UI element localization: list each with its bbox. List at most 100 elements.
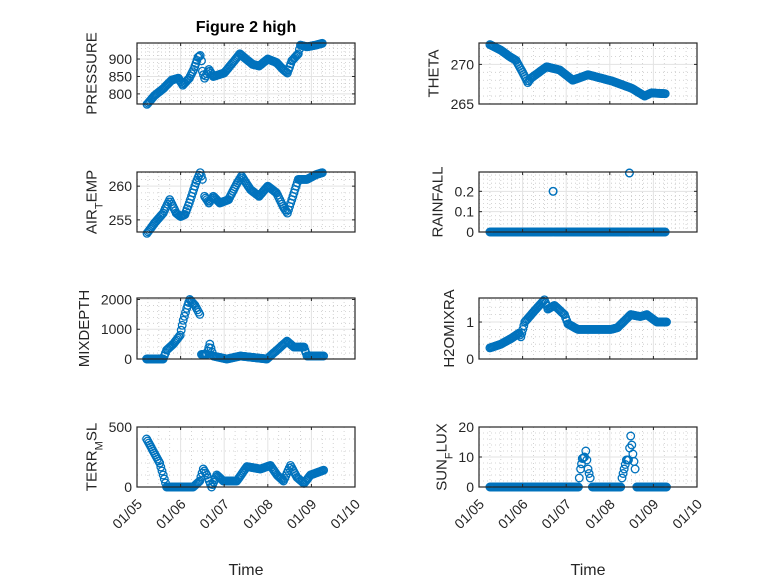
y-axis-label: SUNFLUX [433, 423, 455, 491]
y-axis-label: MIXDEPTH [76, 290, 93, 368]
x-tick-label: 01/08 [240, 496, 276, 532]
y-label-part: H2OMIXRA [441, 289, 458, 367]
y-tick-label: 270 [451, 56, 475, 72]
y-tick-label: 500 [109, 419, 133, 435]
data-point [660, 89, 670, 99]
data-point [201, 468, 211, 478]
data-points-mixdepth [142, 295, 329, 364]
y-axis-label: H2OMIXRA [441, 289, 458, 367]
y-tick-label: 255 [109, 212, 133, 228]
data-point [197, 174, 207, 184]
y-tick-label: 800 [109, 86, 133, 102]
data-point [175, 330, 185, 340]
y-tick-label: 1000 [101, 321, 132, 337]
x-tick-label: 01/06 [495, 496, 531, 532]
data-point [624, 168, 634, 178]
data-point [624, 455, 633, 465]
x-axis-label-right: Time [571, 562, 606, 579]
x-tick-label: 01/10 [669, 496, 705, 532]
axes-box [478, 297, 698, 360]
x-tick-label: 01/07 [196, 496, 232, 532]
data-point [157, 466, 167, 476]
y-label-part: EMP [84, 170, 101, 203]
y-axis-label: TERRMSL [84, 423, 106, 491]
data-point [177, 320, 187, 330]
data-point [194, 477, 204, 487]
y-axis-label: RAINFALL [430, 167, 447, 238]
data-points-air_temp [142, 168, 327, 238]
y-tick-label: 265 [451, 96, 475, 112]
data-point [574, 473, 584, 483]
y-label-subscript: M [94, 441, 106, 450]
y-label-part: PRESSURE [84, 32, 101, 115]
axes-box [136, 171, 356, 233]
data-point [155, 458, 165, 468]
data-point [626, 431, 636, 441]
y-label-part: SL [84, 423, 101, 441]
x-tick-label: 01/10 [327, 496, 363, 532]
data-points-theta [485, 40, 670, 101]
data-point [292, 50, 302, 60]
y-tick-label: 850 [109, 68, 133, 84]
data-point [583, 464, 593, 474]
figure-title: Figure 2 high [196, 19, 296, 36]
data-point [581, 446, 591, 456]
data-points-rainfall [485, 168, 670, 237]
data-point [585, 473, 595, 483]
data-point [195, 51, 205, 60]
data-point [582, 455, 592, 465]
data-point [179, 311, 189, 321]
y-tick-label: 900 [109, 51, 133, 67]
y-tick-label: 260 [109, 178, 133, 194]
x-tick-label: 01/05 [109, 496, 145, 532]
data-point [176, 325, 186, 335]
axes-box [136, 42, 356, 105]
data-point [617, 473, 627, 483]
subplot-mixdepth: 0 1000 2000 MIXDEPTH [76, 290, 356, 368]
axes-box [136, 297, 356, 360]
axes-box [136, 426, 356, 488]
y-label-part: THETA [426, 49, 443, 97]
x-tick-label: 01/05 [451, 496, 487, 532]
axes-box [478, 171, 698, 233]
data-point [627, 440, 637, 450]
data-point [618, 469, 628, 478]
x-tick-label: 01/09 [625, 496, 661, 532]
x-axis-label-left: Time [229, 562, 264, 579]
y-label-part: SUN [433, 459, 450, 491]
data-point [293, 49, 303, 59]
data-points-pressure [142, 38, 327, 109]
subplot-theta: 265 270 THETA [426, 40, 698, 112]
y-tick-label: 10 [458, 449, 474, 465]
y-tick-label: 0 [466, 479, 474, 495]
data-points-h2omixra [485, 295, 671, 353]
y-tick-label: 0.2 [455, 183, 475, 199]
data-point [156, 462, 166, 472]
data-point [206, 343, 216, 353]
data-point [159, 474, 169, 484]
y-tick-label: 0 [124, 479, 132, 495]
subplot-h2omixra: 0 1 H2OMIXRA [441, 289, 698, 368]
data-point [319, 465, 329, 475]
y-tick-label: 0.1 [455, 204, 475, 220]
y-tick-label: 2000 [101, 291, 132, 307]
data-point [205, 339, 215, 349]
data-point [319, 351, 329, 361]
subplot-rainfall: 0 0.1 0.2 RAINFALL [430, 167, 698, 240]
y-axis-label: AIRTEMP [84, 170, 106, 234]
data-point [178, 315, 188, 325]
y-tick-label: 0 [124, 351, 132, 367]
y-label-part: AIR [84, 209, 101, 234]
y-tick-label: 20 [458, 419, 474, 435]
data-point [619, 464, 629, 474]
y-axis-label: THETA [426, 49, 443, 97]
y-tick-label: 0 [466, 351, 474, 367]
x-tick-label: 01/07 [538, 496, 574, 532]
data-point [158, 470, 168, 480]
y-label-subscript: T [94, 202, 106, 209]
